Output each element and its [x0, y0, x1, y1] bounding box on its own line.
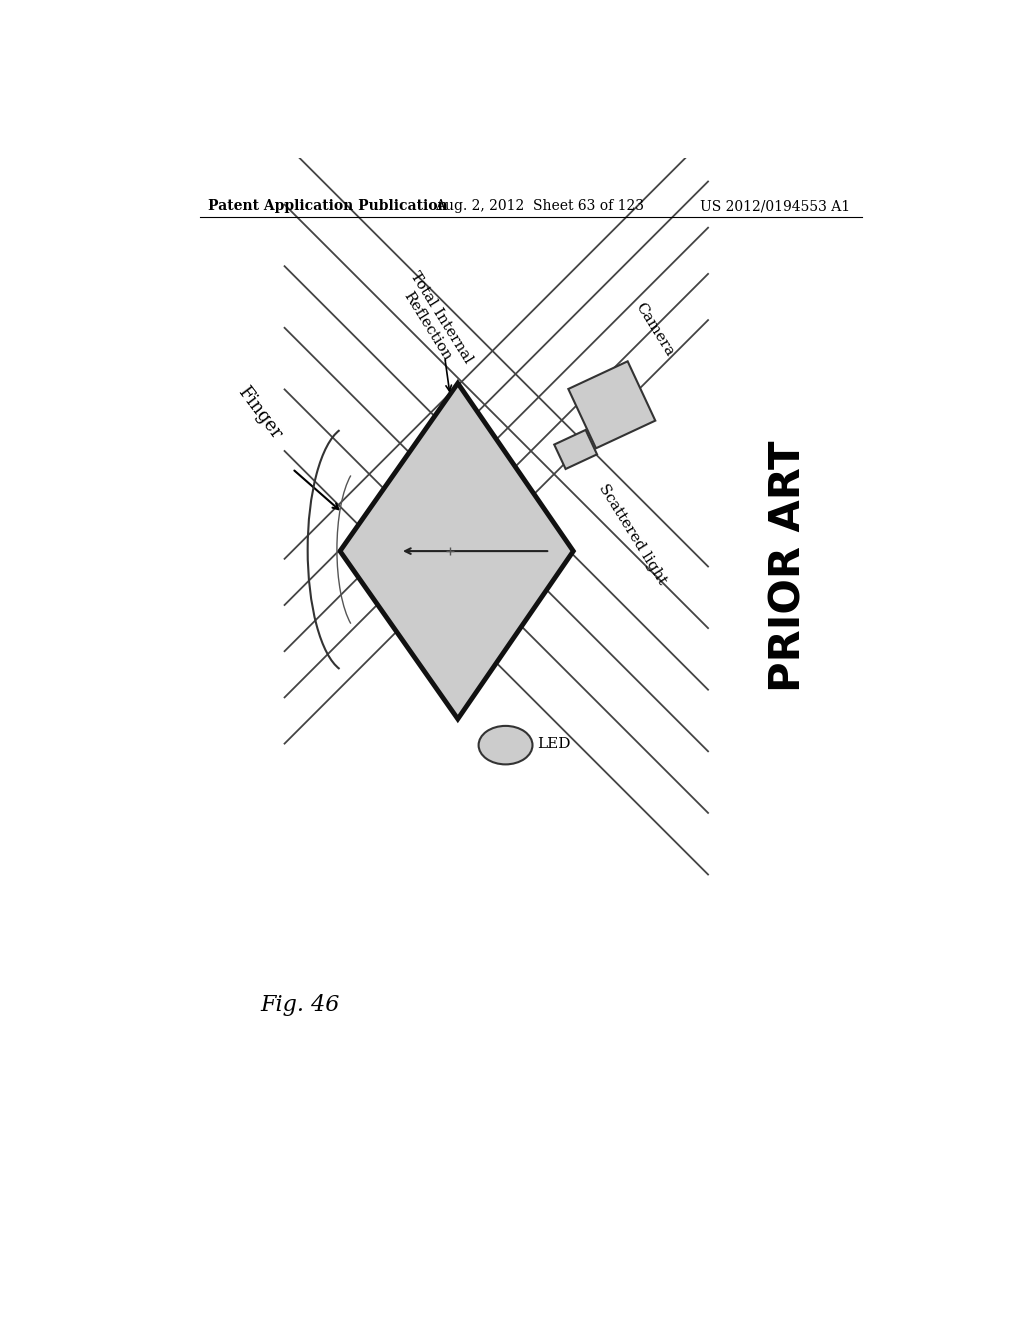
- Text: Patent Application Publication: Patent Application Publication: [208, 199, 447, 213]
- Text: PRIOR ART: PRIOR ART: [768, 441, 810, 692]
- Text: Total Internal
Reflection: Total Internal Reflection: [394, 269, 475, 374]
- Bar: [554, 430, 597, 469]
- Text: Scattered light: Scattered light: [596, 482, 669, 587]
- Ellipse shape: [478, 726, 532, 764]
- Text: Finger: Finger: [234, 383, 286, 442]
- Text: US 2012/0194553 A1: US 2012/0194553 A1: [700, 199, 851, 213]
- Text: Fig. 46: Fig. 46: [260, 994, 340, 1016]
- Text: LED: LED: [538, 737, 570, 751]
- Polygon shape: [340, 383, 573, 719]
- Text: Aug. 2, 2012  Sheet 63 of 123: Aug. 2, 2012 Sheet 63 of 123: [435, 199, 644, 213]
- Text: Camera: Camera: [632, 300, 676, 359]
- Bar: [568, 362, 655, 449]
